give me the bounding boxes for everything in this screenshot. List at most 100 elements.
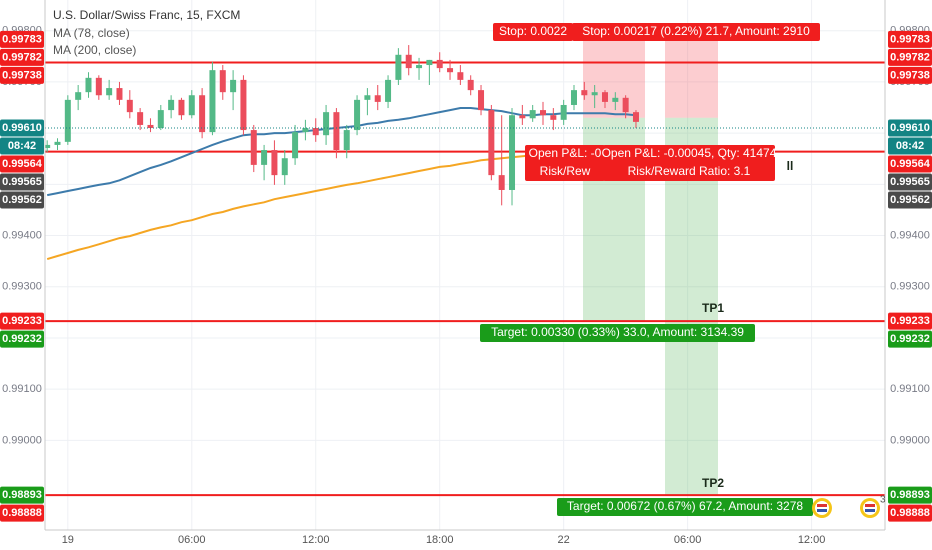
candle-body (405, 54, 412, 69)
candle-body (550, 115, 557, 120)
price-badge (888, 330, 932, 348)
y-tick-label: 0.99300 (890, 281, 930, 293)
annotation-text: Risk/Reward Ratio: 3.1 (628, 164, 751, 178)
x-tick-label: 22 (558, 534, 570, 546)
price-badge-label: 0.99564 (890, 158, 931, 170)
right-axis (885, 0, 932, 530)
time-axis (0, 530, 932, 550)
price-badge-label: 08:42 (896, 140, 924, 152)
icons: 3 (812, 495, 886, 518)
candle-body (333, 112, 340, 151)
y-tick-label: 0.99400 (2, 229, 42, 241)
candle-body (364, 95, 371, 100)
candle-body (209, 70, 216, 133)
candle-body (488, 110, 495, 176)
candle-body (137, 112, 144, 125)
flag-icon (865, 504, 875, 507)
legend-entry: MA (200, close) (53, 43, 136, 57)
ma-line (47, 107, 637, 197)
price-badge-label: 0.99738 (890, 69, 930, 81)
price-badge-label: 0.99782 (2, 51, 42, 63)
candle-body (281, 158, 288, 176)
candle-body (261, 150, 268, 165)
annotation-text: Open P&L: -0 (529, 146, 602, 160)
candle-body (292, 132, 299, 159)
price-badge-label: 0.99564 (2, 158, 43, 170)
annotation-box (493, 23, 573, 41)
x-tick-label: 06:00 (178, 534, 206, 546)
price-badge-label: 0.98888 (890, 507, 930, 519)
annotation-text: Stop: 0.00217 (0.22%) 21.7, Amount: 2910 (582, 24, 810, 38)
candle-body (478, 90, 485, 111)
candle-body (64, 99, 71, 142)
left-axis (0, 0, 45, 530)
candle-body (570, 90, 577, 105)
price-badge (0, 504, 44, 522)
x-tick-label: 12:00 (798, 534, 826, 546)
price-badge (0, 119, 44, 137)
price-badge (0, 137, 44, 155)
price-badge-label: 0.99782 (890, 51, 930, 63)
price-badge-label: 0.99562 (890, 194, 930, 206)
plot-area: Stop: 0.0022 Stop: 0.00217 (0.22%) 21.7, … (44, 0, 885, 530)
candle-body (560, 104, 567, 120)
candle-body (312, 128, 319, 136)
candle-body (457, 72, 464, 80)
price-badge (0, 30, 44, 48)
candle-body (622, 97, 629, 113)
candle-body (343, 130, 350, 151)
candle-body (581, 90, 588, 96)
candle-body (230, 79, 237, 93)
annotation-box (572, 23, 820, 41)
stop-zone (583, 39, 645, 118)
price-badge (888, 191, 932, 209)
annotation-text: Stop: 0.0022 (499, 24, 567, 38)
chart-label: TP1 (702, 301, 724, 315)
flag-icon (865, 509, 875, 512)
price-badge (888, 66, 932, 84)
candle-body (168, 99, 175, 111)
candle-body (612, 97, 619, 102)
price-badge (0, 486, 44, 504)
candle-body (302, 128, 309, 133)
candle-body (126, 99, 133, 113)
price-badge (888, 312, 932, 330)
price-badge-label: 0.99233 (2, 315, 42, 327)
candle-body (416, 65, 423, 69)
candle-body (271, 150, 278, 176)
y-tick-label: 0.99000 (2, 434, 42, 446)
price-badge (888, 486, 932, 504)
annotation-text: Risk/Rew (540, 164, 591, 178)
candle-body (436, 59, 443, 69)
price-badge (0, 330, 44, 348)
y-tick-label: 0.99300 (2, 281, 42, 293)
candle-body (447, 68, 454, 73)
price-badge (888, 30, 932, 48)
annotation-box (557, 498, 813, 516)
candle-body (591, 92, 598, 96)
candle-body (509, 115, 516, 190)
flag-icon (863, 501, 877, 515)
candle-body (250, 130, 257, 165)
candle-body (601, 92, 608, 102)
price-badge (0, 48, 44, 66)
chart-label: ll (787, 159, 794, 173)
candle-body (75, 92, 82, 100)
stop-zone (665, 39, 718, 118)
candle-body (54, 141, 61, 145)
price-badge (0, 191, 44, 209)
annotation-text: Target: 0.00672 (0.67%) 67.2, Amount: 32… (567, 499, 803, 513)
price-badge (888, 137, 932, 155)
price-badge (888, 173, 932, 191)
candle-body (498, 175, 505, 190)
price-badge-label: 0.98888 (2, 507, 42, 519)
price-badge (0, 66, 44, 84)
candle-body (157, 110, 164, 129)
candle-body (116, 88, 123, 100)
price-badge-label: 0.99565 (2, 176, 42, 188)
annotation-box (480, 324, 755, 342)
price-badge (0, 155, 44, 173)
